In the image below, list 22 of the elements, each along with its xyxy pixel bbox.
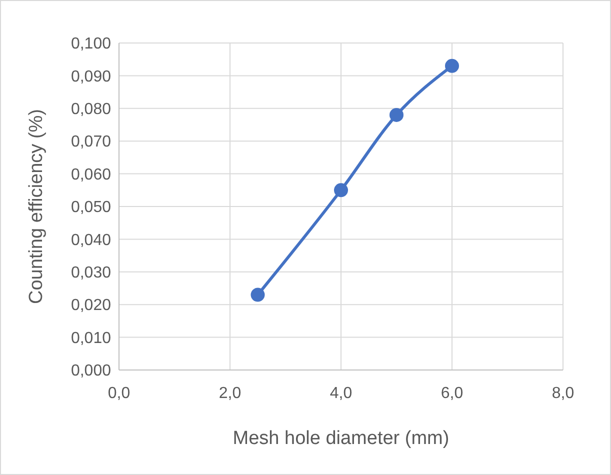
y-tick-label: 0,020 — [70, 297, 112, 314]
y-tick-label: 0,050 — [70, 199, 112, 216]
y-tick-label: 0,010 — [70, 330, 112, 347]
y-tick-label: 0,100 — [70, 36, 112, 53]
x-tick-label: 0,0 — [108, 385, 130, 402]
y-axis-title: Counting efficiency (%) — [26, 108, 47, 304]
y-tick-label: 0,000 — [70, 362, 112, 380]
point — [250, 288, 265, 302]
point — [390, 108, 404, 122]
x-tick-label: 2,0 — [218, 385, 242, 402]
point — [445, 58, 459, 73]
y-tick-label: 0,030 — [70, 264, 112, 282]
point — [334, 183, 348, 198]
y-tick-label: 0,070 — [70, 134, 112, 151]
x-axis-title: Mesh hole diameter (mm) — [232, 428, 450, 449]
y-tick-label: 0,090 — [70, 68, 112, 86]
y-tick-label: 0,080 — [70, 101, 112, 118]
y-tick-label: 0,040 — [70, 232, 112, 249]
x-tick-label: 4,0 — [330, 385, 352, 402]
x-tick-label: 8,0 — [552, 385, 574, 402]
y-tick-label: 0,060 — [70, 166, 112, 184]
x-tick-label: 6,0 — [440, 385, 464, 402]
